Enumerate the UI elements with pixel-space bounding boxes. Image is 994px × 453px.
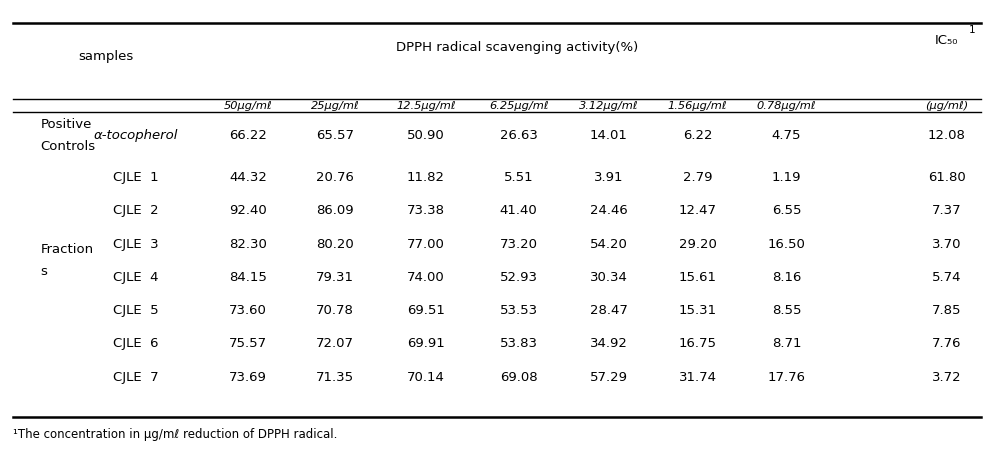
Text: 8.16: 8.16 bbox=[772, 271, 801, 284]
Text: 44.32: 44.32 bbox=[229, 171, 266, 184]
Text: 66.22: 66.22 bbox=[229, 129, 266, 142]
Text: CJLE  2: CJLE 2 bbox=[113, 204, 159, 217]
Text: 17.76: 17.76 bbox=[767, 371, 805, 384]
Text: 74.00: 74.00 bbox=[407, 271, 444, 284]
Text: 20.76: 20.76 bbox=[316, 171, 354, 184]
Text: 7.37: 7.37 bbox=[932, 204, 961, 217]
Text: 1: 1 bbox=[968, 24, 975, 34]
Text: CJLE  7: CJLE 7 bbox=[113, 371, 159, 384]
Text: 12.08: 12.08 bbox=[927, 129, 966, 142]
Text: 77.00: 77.00 bbox=[407, 238, 444, 251]
Text: 16.75: 16.75 bbox=[679, 337, 717, 351]
Text: 1.56μg/mℓ: 1.56μg/mℓ bbox=[668, 101, 728, 111]
Text: 15.31: 15.31 bbox=[679, 304, 717, 317]
Text: 11.82: 11.82 bbox=[407, 171, 445, 184]
Text: 5.51: 5.51 bbox=[504, 171, 534, 184]
Text: 31.74: 31.74 bbox=[679, 371, 717, 384]
Text: 70.78: 70.78 bbox=[316, 304, 354, 317]
Text: 57.29: 57.29 bbox=[589, 371, 627, 384]
Text: 69.91: 69.91 bbox=[407, 337, 444, 351]
Text: 52.93: 52.93 bbox=[500, 271, 538, 284]
Text: 80.20: 80.20 bbox=[316, 238, 354, 251]
Text: 73.38: 73.38 bbox=[407, 204, 445, 217]
Text: 69.51: 69.51 bbox=[407, 304, 444, 317]
Text: 71.35: 71.35 bbox=[316, 371, 354, 384]
Text: 14.01: 14.01 bbox=[589, 129, 627, 142]
Text: 6.22: 6.22 bbox=[683, 129, 713, 142]
Text: 79.31: 79.31 bbox=[316, 271, 354, 284]
Text: CJLE  3: CJLE 3 bbox=[113, 238, 159, 251]
Text: 3.12μg/mℓ: 3.12μg/mℓ bbox=[579, 101, 638, 111]
Text: 73.20: 73.20 bbox=[500, 238, 538, 251]
Text: 28.47: 28.47 bbox=[589, 304, 627, 317]
Text: 12.5μg/mℓ: 12.5μg/mℓ bbox=[396, 101, 455, 111]
Text: 53.83: 53.83 bbox=[500, 337, 538, 351]
Text: 15.61: 15.61 bbox=[679, 271, 717, 284]
Text: 53.53: 53.53 bbox=[500, 304, 538, 317]
Text: 12.47: 12.47 bbox=[679, 204, 717, 217]
Text: Fraction: Fraction bbox=[41, 243, 93, 256]
Text: 61.80: 61.80 bbox=[927, 171, 965, 184]
Text: 30.34: 30.34 bbox=[589, 271, 627, 284]
Text: 69.08: 69.08 bbox=[500, 371, 538, 384]
Text: 26.63: 26.63 bbox=[500, 129, 538, 142]
Text: 25μg/mℓ: 25μg/mℓ bbox=[310, 101, 359, 111]
Text: 50.90: 50.90 bbox=[407, 129, 444, 142]
Text: 3.72: 3.72 bbox=[932, 371, 961, 384]
Text: CJLE  5: CJLE 5 bbox=[113, 304, 159, 317]
Text: 0.78μg/mℓ: 0.78μg/mℓ bbox=[756, 101, 816, 111]
Text: 8.55: 8.55 bbox=[772, 304, 801, 317]
Text: CJLE  4: CJLE 4 bbox=[113, 271, 159, 284]
Text: s: s bbox=[41, 265, 47, 279]
Text: 50μg/mℓ: 50μg/mℓ bbox=[224, 101, 272, 111]
Text: 73.69: 73.69 bbox=[229, 371, 266, 384]
Text: 5.74: 5.74 bbox=[932, 271, 961, 284]
Text: samples: samples bbox=[78, 50, 133, 63]
Text: IC₅₀: IC₅₀ bbox=[935, 34, 958, 47]
Text: 7.76: 7.76 bbox=[932, 337, 961, 351]
Text: 6.55: 6.55 bbox=[772, 204, 801, 217]
Text: 84.15: 84.15 bbox=[229, 271, 266, 284]
Text: CJLE  1: CJLE 1 bbox=[113, 171, 159, 184]
Text: 1.19: 1.19 bbox=[772, 171, 801, 184]
Text: 65.57: 65.57 bbox=[316, 129, 354, 142]
Text: (μg/mℓ): (μg/mℓ) bbox=[925, 101, 968, 111]
Text: DPPH radical scavenging activity(%): DPPH radical scavenging activity(%) bbox=[397, 41, 638, 54]
Text: 86.09: 86.09 bbox=[316, 204, 354, 217]
Text: 73.60: 73.60 bbox=[229, 304, 266, 317]
Text: 92.40: 92.40 bbox=[229, 204, 266, 217]
Text: CJLE  6: CJLE 6 bbox=[113, 337, 159, 351]
Text: 2.79: 2.79 bbox=[683, 171, 713, 184]
Text: 4.75: 4.75 bbox=[772, 129, 801, 142]
Text: 3.91: 3.91 bbox=[594, 171, 623, 184]
Text: 7.85: 7.85 bbox=[932, 304, 961, 317]
Text: 75.57: 75.57 bbox=[229, 337, 267, 351]
Text: 41.40: 41.40 bbox=[500, 204, 538, 217]
Text: 24.46: 24.46 bbox=[589, 204, 627, 217]
Text: 54.20: 54.20 bbox=[589, 238, 627, 251]
Text: 72.07: 72.07 bbox=[316, 337, 354, 351]
Text: α-tocopherol: α-tocopherol bbox=[94, 129, 178, 142]
Text: Controls: Controls bbox=[41, 140, 95, 154]
Text: 6.25μg/mℓ: 6.25μg/mℓ bbox=[489, 101, 549, 111]
Text: 34.92: 34.92 bbox=[589, 337, 627, 351]
Text: 8.71: 8.71 bbox=[772, 337, 801, 351]
Text: 70.14: 70.14 bbox=[407, 371, 444, 384]
Text: 3.70: 3.70 bbox=[932, 238, 961, 251]
Text: 29.20: 29.20 bbox=[679, 238, 717, 251]
Text: 82.30: 82.30 bbox=[229, 238, 266, 251]
Text: ¹The concentration in μg/mℓ reduction of DPPH radical.: ¹The concentration in μg/mℓ reduction of… bbox=[13, 428, 337, 441]
Text: 16.50: 16.50 bbox=[767, 238, 805, 251]
Text: Positive: Positive bbox=[41, 118, 91, 131]
